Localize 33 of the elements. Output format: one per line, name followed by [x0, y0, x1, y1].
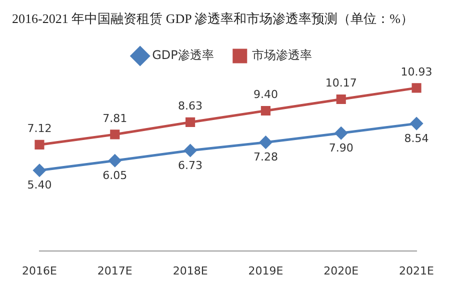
- point: [336, 94, 346, 104]
- point: [33, 164, 46, 177]
- point: [184, 144, 197, 157]
- legend-label: 市场渗透率: [252, 48, 312, 62]
- legend-label: GDP渗透率: [152, 48, 214, 62]
- x-tick-label: 2021E: [399, 264, 434, 278]
- point: [34, 140, 44, 150]
- point: [186, 117, 196, 127]
- data-label: 7.28: [253, 150, 278, 164]
- data-label: 8.63: [178, 100, 203, 113]
- point: [110, 130, 120, 140]
- data-label: 7.90: [328, 141, 354, 154]
- data-label: 6.73: [178, 158, 203, 172]
- data-label: 7.12: [27, 122, 52, 136]
- data-label: 10.17: [325, 76, 357, 90]
- data-label: 9.40: [253, 88, 278, 102]
- point: [334, 126, 348, 140]
- x-tick-label: 2016E: [22, 264, 57, 278]
- chart-title: 2016-2021 年中国融资租赁 GDP 渗透率和市场渗透率预测（单位：%）: [11, 10, 414, 28]
- point: [259, 136, 272, 149]
- data-label: 6.05: [102, 169, 128, 182]
- point: [412, 83, 422, 93]
- data-label: 8.54: [404, 132, 429, 145]
- x-tick-label: 2017E: [97, 264, 132, 278]
- point: [410, 117, 423, 130]
- x-tick-label: 2020E: [324, 264, 359, 278]
- data-label: 10.93: [400, 65, 432, 78]
- data-label: 5.40: [27, 178, 52, 192]
- point: [260, 106, 270, 116]
- point: [108, 154, 122, 167]
- data-label: 7.81: [102, 112, 128, 125]
- x-tick-label: 2019E: [248, 264, 284, 278]
- x-tick-label: 2018E: [172, 264, 208, 278]
